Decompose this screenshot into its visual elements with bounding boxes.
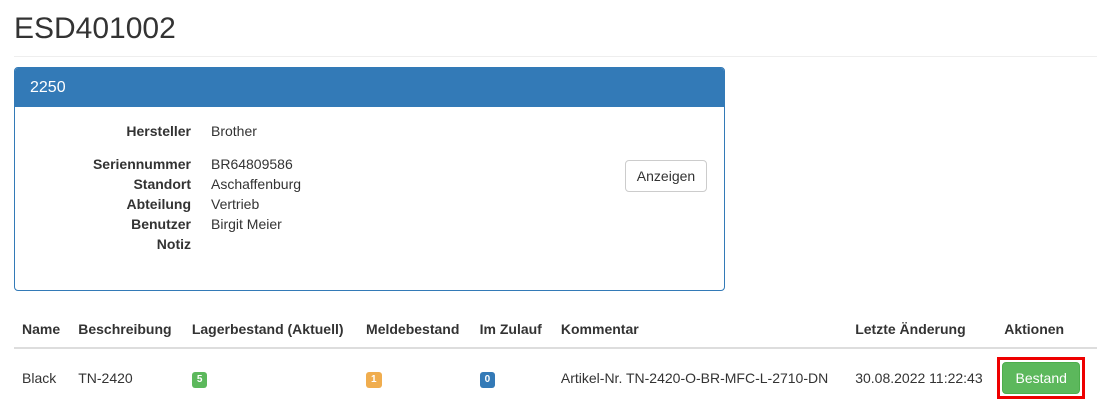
field-label: Hersteller (126, 123, 191, 139)
cell-kommentar: Artikel-Nr. TN-2420-O-BR-MFC-L-2710-DN (560, 370, 829, 386)
zulauf-badge: 0 (479, 371, 496, 388)
bestand-button[interactable]: Bestand (1002, 362, 1081, 394)
divider (14, 56, 1097, 57)
field-label: Notiz (156, 236, 191, 252)
col-kommentar: Kommentar (552, 310, 848, 349)
device-panel: 2250 Hersteller Brother Seriennummer BR6… (14, 67, 725, 291)
cell-name: Black (22, 370, 57, 386)
field-value: Vertrieb (211, 196, 260, 212)
col-aktionen: Aktionen (996, 310, 1097, 349)
col-beschreibung: Beschreibung (70, 310, 184, 349)
field-label: Abteilung (126, 196, 191, 212)
field-value: BR64809586 (211, 156, 293, 172)
show-button[interactable]: Anzeigen (625, 160, 707, 192)
field-label: Standort (133, 176, 191, 192)
highlight-box: Bestand (997, 357, 1086, 399)
col-zulauf: Im Zulauf (471, 310, 553, 349)
cell-beschreibung: TN-2420 (78, 370, 133, 386)
col-lagerbestand: Lagerbestand (Aktuell) (183, 310, 359, 349)
col-letzte-aenderung: Letzte Änderung (847, 310, 997, 349)
field-label: Benutzer (131, 216, 191, 232)
cell-letzte-aenderung: 30.08.2022 11:22:43 (855, 370, 983, 386)
col-meldebestand: Meldebestand (358, 310, 472, 349)
col-name: Name (14, 310, 71, 349)
field-label: Seriennummer (92, 156, 191, 172)
meldebestand-badge: 1 (366, 371, 382, 388)
field-value: Aschaffenburg (211, 176, 302, 192)
page-title: ESD401002 (14, 12, 176, 45)
field-value: Birgit Meier (211, 216, 282, 232)
stock-table: Name Beschreibung Lagerbestand (Aktuell)… (14, 310, 1097, 407)
table-row: Black TN-2420 5 1 0 Artikel-Nr. TN-2420-… (14, 348, 1097, 407)
panel-heading: 2250 (15, 68, 724, 107)
table-header-row: Name Beschreibung Lagerbestand (Aktuell)… (14, 310, 1097, 349)
field-value: Brother (211, 123, 257, 139)
lagerbestand-badge: 5 (191, 371, 208, 388)
